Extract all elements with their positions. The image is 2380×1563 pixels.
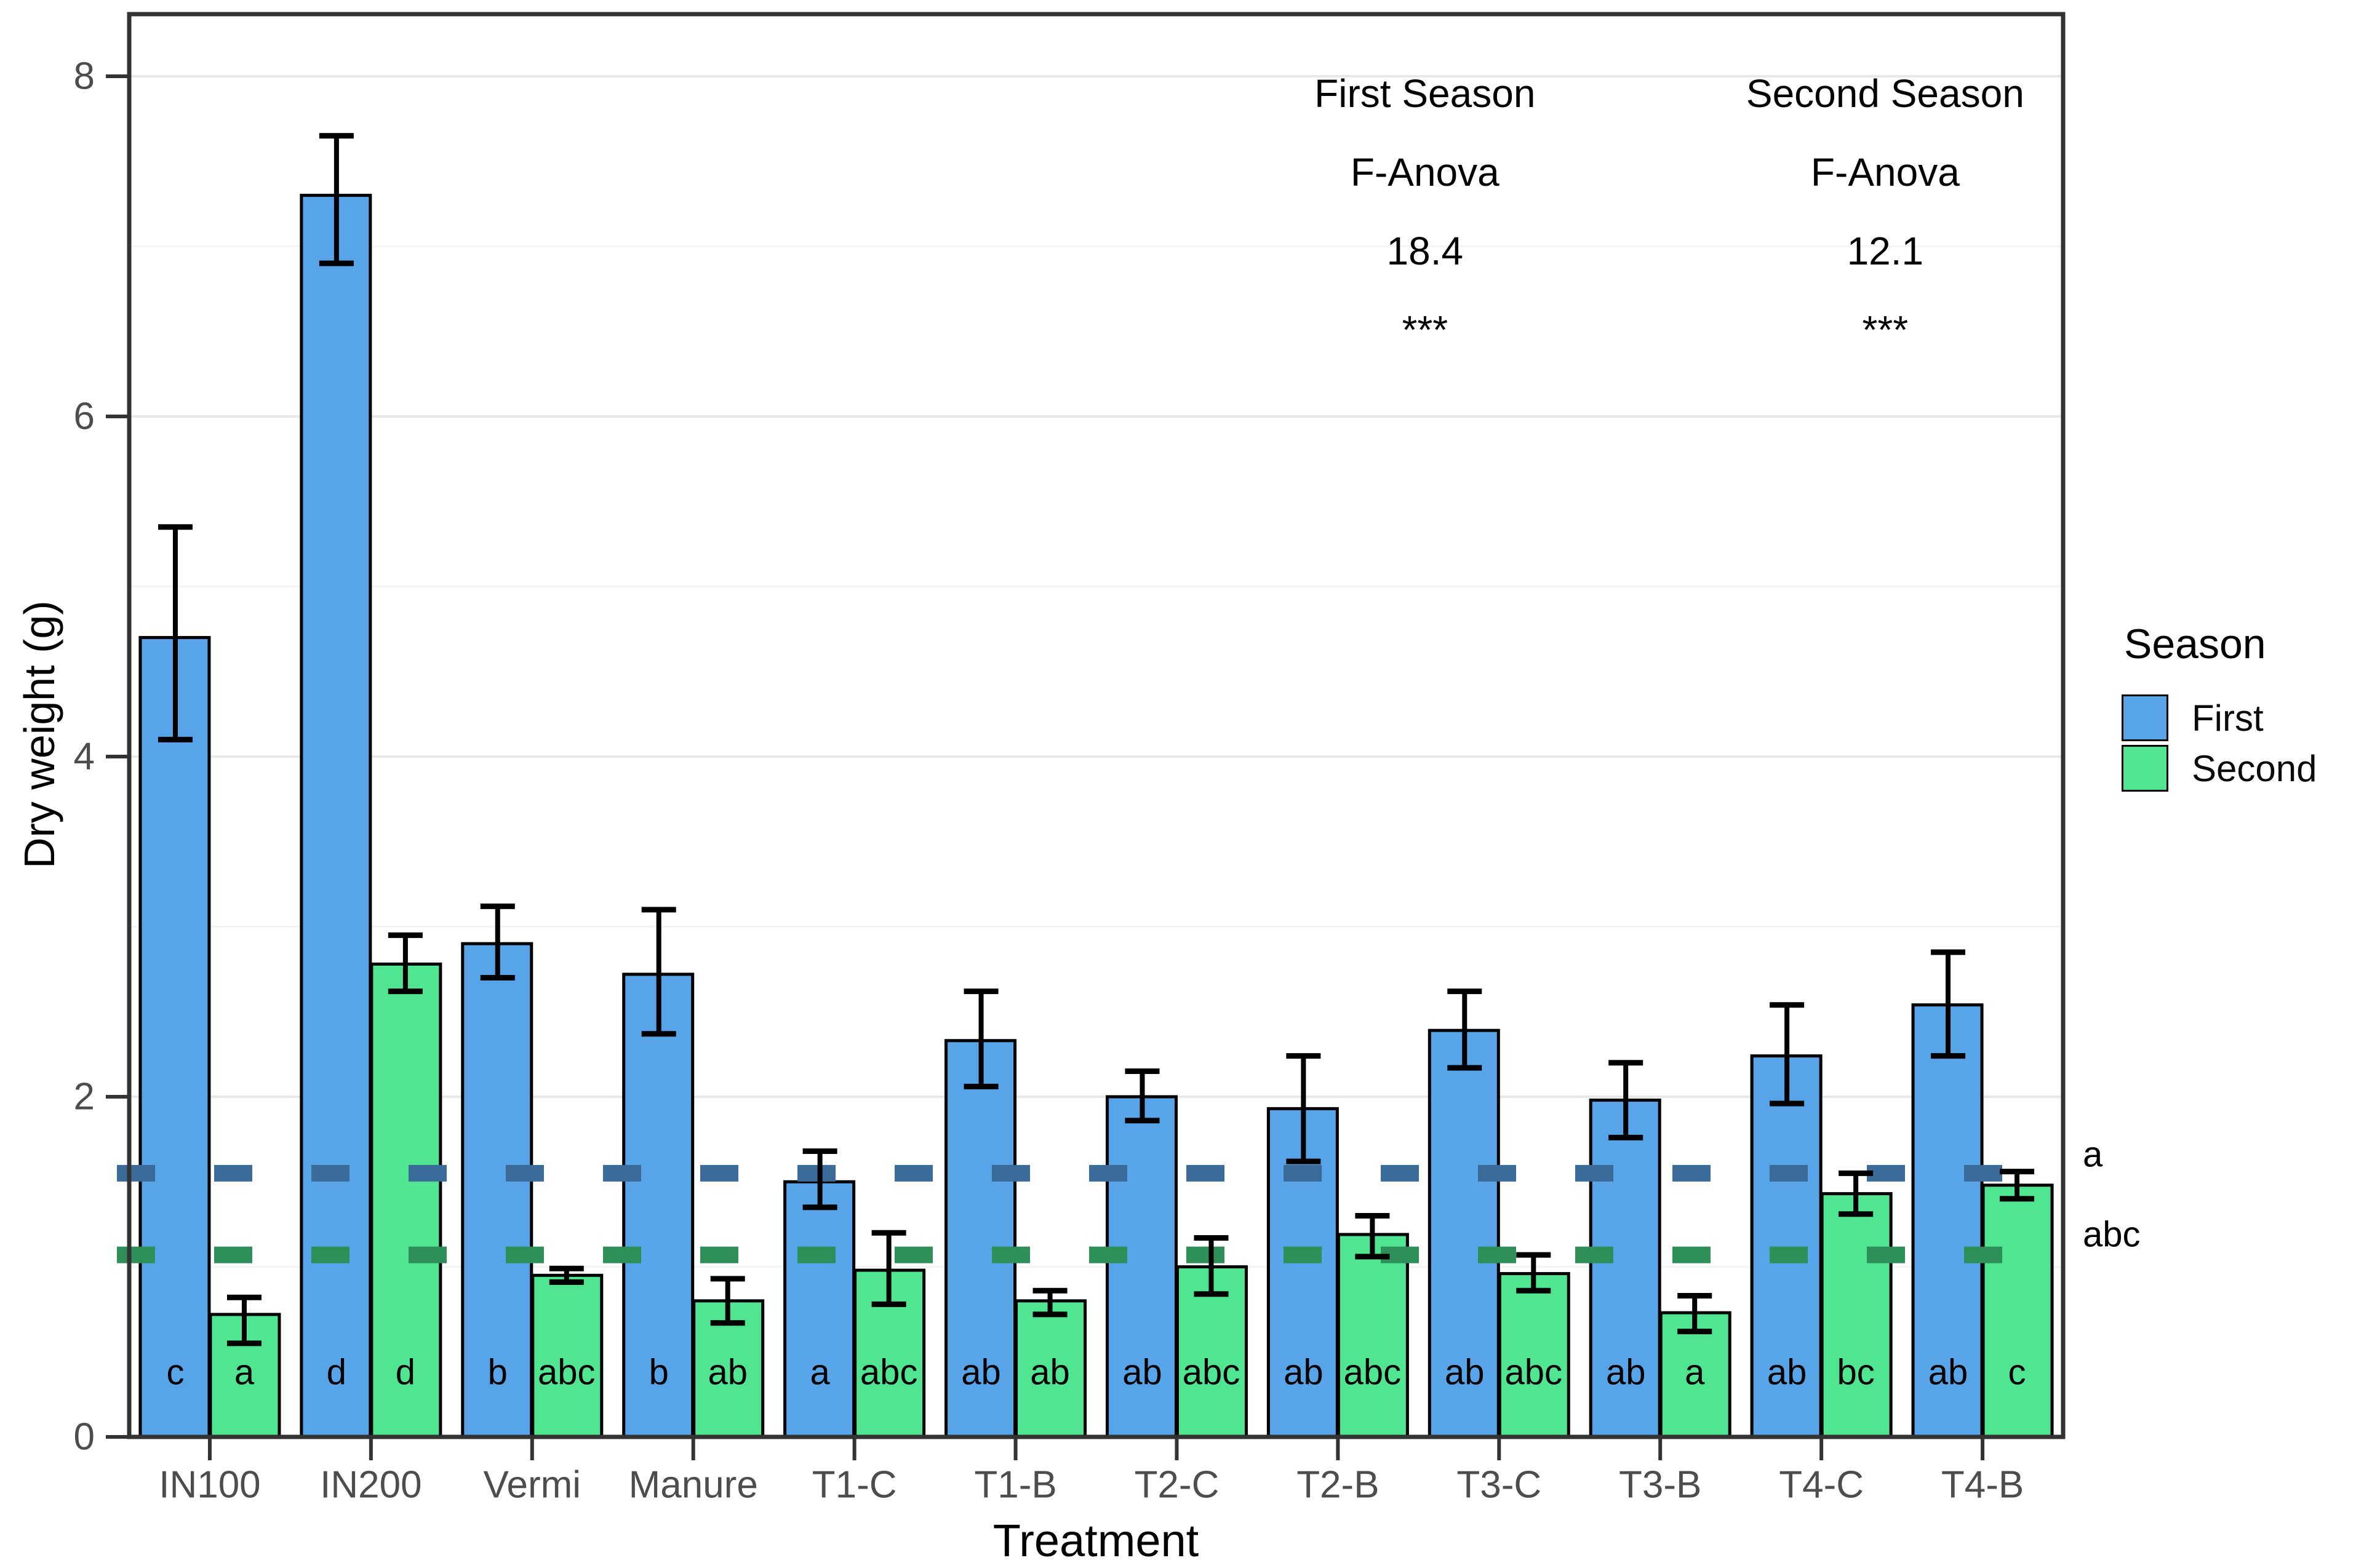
x-tick-label-T2-C: T2-C <box>1135 1464 1220 1506</box>
annotation-first-season-line1: F-Anova <box>1351 150 1499 194</box>
annotation-second-season-line1: F-Anova <box>1811 150 1960 194</box>
x-tick-label-IN200: IN200 <box>320 1464 421 1506</box>
x-tick-label-T4-C: T4-C <box>1779 1464 1864 1506</box>
bar-second-T4-B <box>1981 1183 2054 1439</box>
letter-first-IN100: c <box>166 1352 184 1392</box>
letter-second-T1-C: abc <box>860 1352 918 1392</box>
bar-first-IN100 <box>138 635 211 1439</box>
annotation-first-season-line0: First Season <box>1314 71 1535 116</box>
x-tick-label-Manure: Manure <box>629 1464 758 1506</box>
legend-label-first: First <box>2192 697 2264 739</box>
x-tick-label-T1-B: T1-B <box>974 1464 1056 1506</box>
letter-first-T4-C: ab <box>1767 1352 1807 1392</box>
x-tick-label-T1-C: T1-C <box>812 1464 897 1506</box>
letter-second-T4-C: bc <box>1837 1352 1874 1392</box>
letter-first-T1-C: a <box>810 1352 830 1392</box>
annotation-second-season-line3: *** <box>1862 308 1908 352</box>
mean-line-label-a: a <box>2083 1135 2103 1175</box>
bar-second-T4-C <box>1820 1192 1893 1439</box>
annotation-first-season-line2: 18.4 <box>1387 229 1464 273</box>
annotation-second-season-line2: 12.1 <box>1847 229 1924 273</box>
bar-second-T3-C <box>1498 1272 1570 1439</box>
x-tick-label-T3-B: T3-B <box>1619 1464 1701 1506</box>
legend-title: Season <box>2124 621 2266 667</box>
letter-first-T2-B: ab <box>1284 1352 1324 1392</box>
letter-second-Vermi: abc <box>538 1352 596 1392</box>
bar-first-T1-C <box>783 1180 856 1439</box>
letter-first-IN200: d <box>327 1352 346 1392</box>
y-tick-label: 8 <box>74 55 95 98</box>
x-tick-label-IN100: IN100 <box>159 1464 260 1506</box>
letter-first-T3-C: ab <box>1445 1352 1485 1392</box>
legend: Season First Second <box>2122 620 2317 793</box>
legend-swatch-first-icon <box>2122 694 2168 741</box>
y-tick-label: 6 <box>74 396 95 438</box>
letter-second-T3-B: a <box>1685 1352 1705 1392</box>
mean-line-label-abc: abc <box>2083 1214 2141 1254</box>
bar-first-Manure <box>622 972 695 1439</box>
bar-second-T2-B <box>1336 1233 1409 1439</box>
letter-second-T3-C: abc <box>1505 1352 1563 1392</box>
legend-swatch-second-icon <box>2122 745 2168 792</box>
letter-second-T2-C: abc <box>1183 1352 1240 1392</box>
x-tick-label-Vermi: Vermi <box>484 1464 581 1506</box>
annotation-second-season-line0: Second Season <box>1746 71 2024 116</box>
letter-first-T4-B: ab <box>1928 1352 1968 1392</box>
letter-first-Manure: b <box>649 1352 669 1392</box>
bar-first-IN200 <box>300 194 372 1439</box>
legend-item-second: Second <box>2122 743 2317 793</box>
letter-second-T2-B: abc <box>1344 1352 1402 1392</box>
letter-second-Manure: ab <box>708 1352 748 1392</box>
letter-second-T1-B: ab <box>1030 1352 1070 1392</box>
y-tick-label: 2 <box>74 1076 95 1118</box>
legend-label-second: Second <box>2192 747 2317 789</box>
letter-first-Vermi: b <box>488 1352 508 1392</box>
bar-first-T3-B <box>1589 1099 1661 1439</box>
y-tick-label: 0 <box>74 1416 95 1458</box>
letter-second-IN100: a <box>234 1352 255 1392</box>
letter-first-T3-B: ab <box>1606 1352 1646 1392</box>
letter-second-IN200: d <box>396 1352 415 1392</box>
y-axis-title: Dry weight (g) <box>15 600 63 869</box>
panel-border <box>127 12 2066 1439</box>
x-axis-title: Treatment <box>992 1515 1199 1563</box>
letter-first-T1-B: ab <box>961 1352 1001 1392</box>
x-tick-label-T3-C: T3-C <box>1456 1464 1541 1506</box>
legend-item-first: First <box>2122 693 2317 743</box>
annotation-first-season-line3: *** <box>1402 308 1448 352</box>
letter-second-T4-B: c <box>2008 1352 2026 1392</box>
letter-first-T2-C: ab <box>1122 1352 1162 1392</box>
y-tick-label: 4 <box>74 736 95 778</box>
x-tick-label-T4-B: T4-B <box>1941 1464 2024 1506</box>
x-tick-label-T2-B: T2-B <box>1296 1464 1379 1506</box>
